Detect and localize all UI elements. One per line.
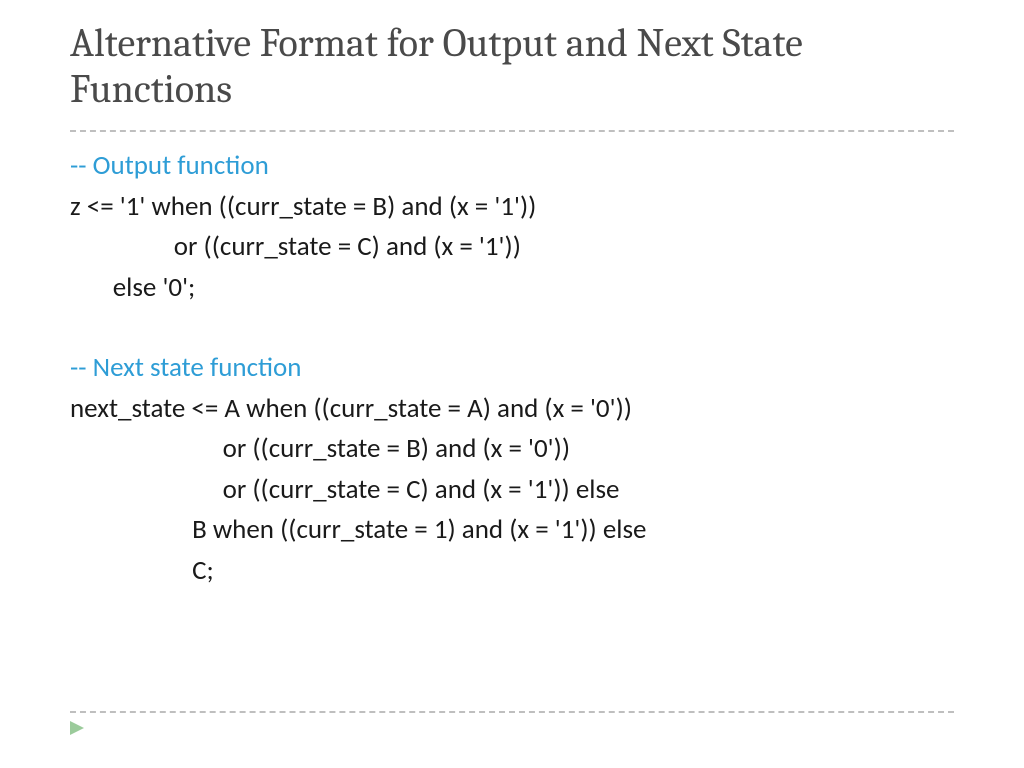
- blank-line: [70, 308, 954, 348]
- slide-title: Alternative Format for Output and Next S…: [70, 20, 954, 112]
- slide-container: Alternative Format for Output and Next S…: [0, 0, 1024, 768]
- code-line: or ((curr_state = C) and (x = '1')): [70, 227, 954, 268]
- footer-divider: [70, 711, 954, 713]
- code-line: or ((curr_state = C) and (x = '1')) else: [70, 470, 954, 511]
- code-line: or ((curr_state = B) and (x = '0')): [70, 429, 954, 470]
- code-line: else '0';: [70, 268, 954, 309]
- output-function-comment: -- Output function: [70, 146, 954, 187]
- next-slide-marker-icon: [70, 721, 84, 740]
- code-line: B when ((curr_state = 1) and (x = '1')) …: [70, 510, 954, 551]
- code-line: next_state <= A when ((curr_state = A) a…: [70, 389, 954, 430]
- code-line: C;: [70, 551, 954, 592]
- next-state-function-comment: -- Next state function: [70, 348, 954, 389]
- slide-content: -- Output function z <= '1' when ((curr_…: [70, 132, 954, 591]
- code-line: z <= '1' when ((curr_state = B) and (x =…: [70, 187, 954, 228]
